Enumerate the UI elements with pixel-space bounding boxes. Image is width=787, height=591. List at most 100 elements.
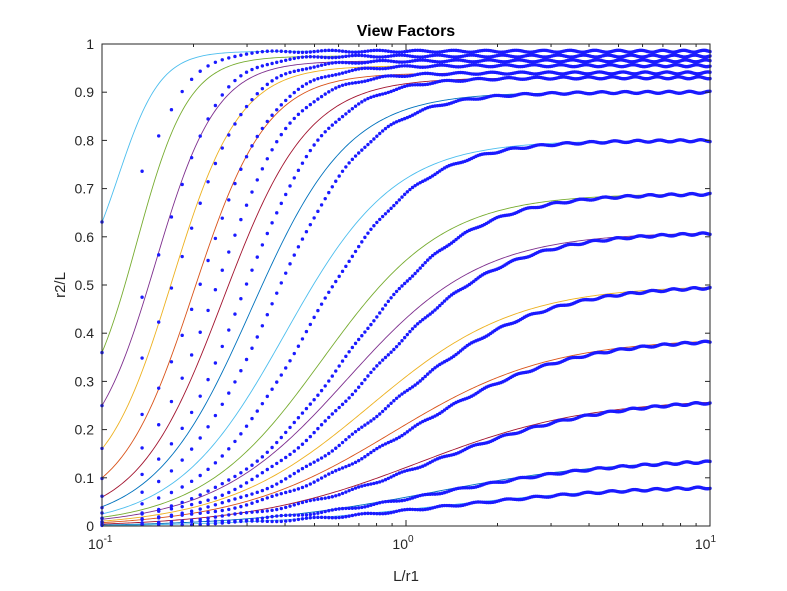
simulated-point xyxy=(408,187,412,192)
simulated-point xyxy=(440,301,444,305)
simulated-point xyxy=(394,344,399,349)
simulated-point xyxy=(433,252,437,256)
simulated-point xyxy=(239,471,243,475)
simulated-point xyxy=(357,485,361,489)
simulated-point xyxy=(372,319,376,323)
simulated-point xyxy=(428,312,432,316)
simulated-point xyxy=(397,53,402,57)
simulated-point xyxy=(312,398,316,402)
simulated-point xyxy=(292,488,296,492)
simulated-point xyxy=(380,358,385,362)
simulated-point xyxy=(279,506,283,511)
simulated-point xyxy=(292,176,296,180)
simulated-point xyxy=(435,306,440,310)
simulated-point xyxy=(392,499,396,503)
simulated-point xyxy=(402,74,407,79)
simulated-point xyxy=(220,493,224,497)
simulated-point xyxy=(433,492,437,496)
simulated-point xyxy=(284,58,288,62)
simulated-point xyxy=(227,250,231,254)
simulated-point xyxy=(279,49,283,53)
simulated-point xyxy=(220,344,224,349)
simulated-point xyxy=(213,103,218,108)
simulated-point xyxy=(378,512,382,516)
simulated-point xyxy=(279,458,283,463)
simulated-point xyxy=(288,184,292,188)
simulated-point xyxy=(244,155,249,159)
simulated-point xyxy=(260,64,265,68)
simulated-point xyxy=(319,55,324,59)
simulated-point xyxy=(383,478,388,482)
simulated-point xyxy=(375,59,379,63)
simulated-point xyxy=(415,72,420,77)
simulated-point xyxy=(402,281,407,286)
simulated-point xyxy=(360,334,364,338)
simulated-point xyxy=(300,485,305,490)
simulated-point xyxy=(316,97,320,101)
simulated-point xyxy=(250,51,254,55)
simulated-point xyxy=(180,520,184,524)
simulated-point xyxy=(169,108,174,112)
simulated-point xyxy=(392,88,396,93)
simulated-point xyxy=(400,74,404,79)
simulated-point xyxy=(389,49,393,54)
x-tick-base: 10 xyxy=(392,536,408,552)
simulated-point xyxy=(394,396,399,400)
simulated-point xyxy=(383,212,388,216)
simulated-point xyxy=(353,429,358,434)
simulated-point xyxy=(363,60,367,65)
simulated-point xyxy=(140,169,144,173)
simulated-point xyxy=(275,482,279,486)
simulated-points-10 xyxy=(100,231,712,521)
simulated-point xyxy=(337,60,341,65)
simulated-point xyxy=(337,117,341,122)
simulated-point xyxy=(400,50,404,54)
simulated-point xyxy=(220,454,224,458)
simulated-point xyxy=(360,80,364,84)
simulated-point xyxy=(312,480,316,484)
simulated-point xyxy=(206,489,210,493)
simulated-point xyxy=(380,74,385,79)
simulated-point xyxy=(244,357,249,362)
simulated-point xyxy=(308,434,313,439)
y-tick-label: 1 xyxy=(86,36,94,52)
simulated-point xyxy=(421,58,425,62)
simulated-point xyxy=(397,471,402,475)
simulated-point xyxy=(380,214,385,219)
simulated-point xyxy=(288,452,292,457)
simulated-point xyxy=(418,109,422,113)
simulated-point xyxy=(327,90,331,94)
simulated-point xyxy=(227,133,231,137)
simulated-point xyxy=(296,487,301,491)
simulated-point xyxy=(353,81,358,85)
simulated-point xyxy=(206,519,210,523)
simulated-point xyxy=(344,490,348,494)
simulated-point xyxy=(213,461,218,465)
simulated-point xyxy=(423,374,427,379)
simulated-point xyxy=(360,61,364,65)
simulated-point xyxy=(316,515,320,520)
simulated-point xyxy=(408,507,412,512)
simulated-point xyxy=(363,54,367,58)
simulated-point xyxy=(288,513,292,517)
simulated-point xyxy=(296,446,301,450)
simulated-point xyxy=(279,479,283,484)
simulated-point xyxy=(284,271,288,275)
simulated-point xyxy=(415,322,420,326)
simulated-point xyxy=(410,467,415,471)
simulated-point xyxy=(392,74,396,78)
simulated-point xyxy=(413,112,417,116)
simulated-point xyxy=(383,355,388,360)
simulated-point xyxy=(428,175,432,180)
simulated-point xyxy=(380,92,385,96)
simulated-point xyxy=(386,74,390,78)
simulated-point xyxy=(327,126,331,130)
simulated-point xyxy=(319,510,324,515)
simulated-point xyxy=(308,482,313,486)
simulated-point xyxy=(255,255,259,259)
x-tick-base: 10 xyxy=(695,536,711,552)
simulated-point xyxy=(319,515,324,520)
simulated-point xyxy=(265,157,269,161)
simulated-point xyxy=(421,55,425,59)
simulated-point xyxy=(350,392,355,397)
